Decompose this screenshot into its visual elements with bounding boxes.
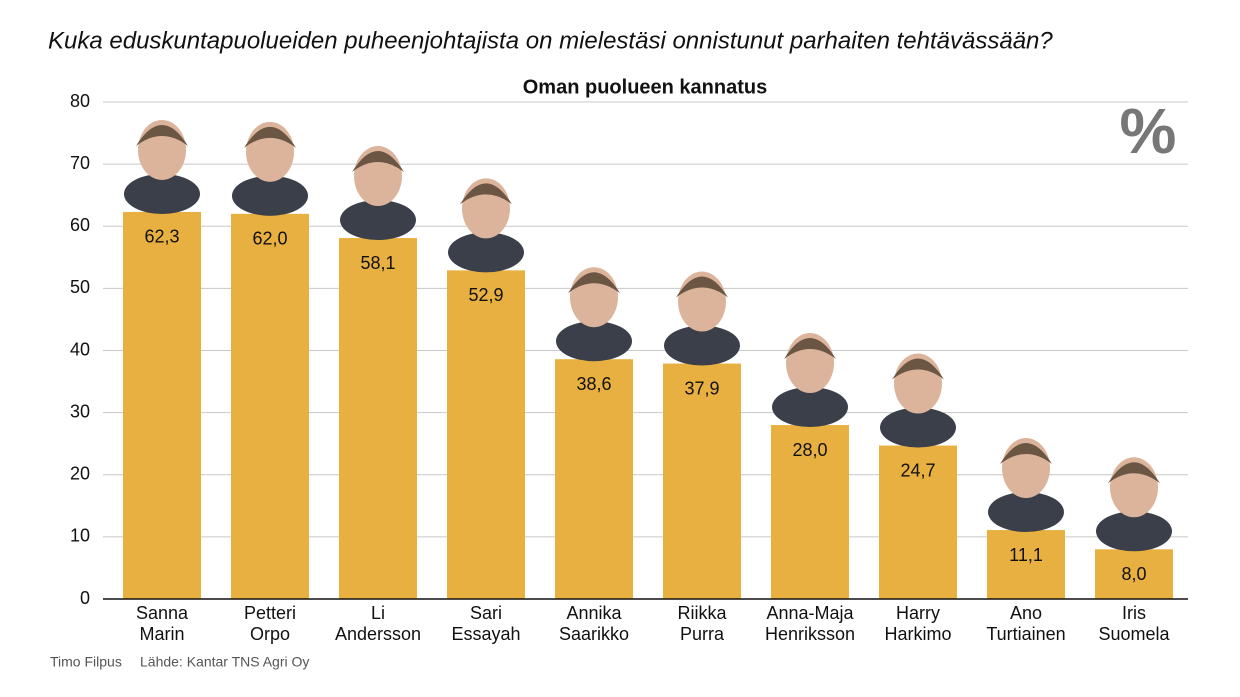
x-tick-label: Anna-Maja Henriksson [764,603,856,644]
value-label: 58,1 [360,253,395,273]
value-label: 11,1 [1009,545,1043,565]
author: Timo Filpus [50,654,122,670]
portrait [448,178,524,273]
x-tick-label: Harry Harkimo [884,603,952,644]
x-tick-label: Riikka Purra [677,603,727,644]
chart-title: Kuka eduskuntapuolueiden puheenjohtajist… [48,27,1053,54]
portrait [232,121,308,216]
x-tick-label: Ano Turtiainen [986,603,1066,644]
value-label: 24,7 [900,460,935,480]
bar [879,445,957,599]
value-label: 37,9 [684,378,719,398]
bar [123,211,201,599]
x-tick-label: Annika Saarikko [558,603,630,644]
value-label: 52,9 [468,285,503,305]
y-tick-label: 10 [70,526,90,546]
value-label: 62,3 [144,227,179,247]
portrait [772,333,848,428]
y-tick-label: 50 [70,277,90,297]
y-tick-label: 40 [70,339,90,359]
bar [555,359,633,599]
bar [339,238,417,599]
y-tick-label: 60 [70,215,90,235]
y-tick-label: 70 [70,153,90,173]
portrait [340,146,416,241]
x-tick-label: Iris Suomela [1098,603,1170,644]
x-tick-label: Petteri Orpo [243,603,297,644]
portrait [124,119,200,214]
portrait [664,271,740,366]
bar [663,363,741,599]
y-tick-label: 20 [70,464,90,484]
portrait [880,353,956,448]
y-tick-label: 80 [70,91,90,111]
bar [447,270,525,599]
portrait [988,438,1064,533]
x-tick-label: Sanna Marin [135,603,189,644]
y-tick-label: 0 [80,588,90,608]
portrait [1096,457,1172,552]
bar [1095,549,1173,599]
unit-symbol: % [1120,95,1177,167]
value-label: 38,6 [576,374,611,394]
portrait [556,267,632,362]
y-tick-label: 30 [70,401,90,421]
bar [771,425,849,599]
source: Lähde: Kantar TNS Agri Oy [140,654,309,670]
chart-subtitle: Oman puolueen kannatus [523,76,767,98]
bar [987,530,1065,599]
x-tick-label: Sari Essayah [451,603,521,644]
bar [231,213,309,599]
value-label: 62,0 [252,229,287,249]
value-label: 28,0 [792,440,827,460]
value-label: 8,0 [1121,564,1146,584]
x-tick-label: Li Andersson [334,603,422,644]
